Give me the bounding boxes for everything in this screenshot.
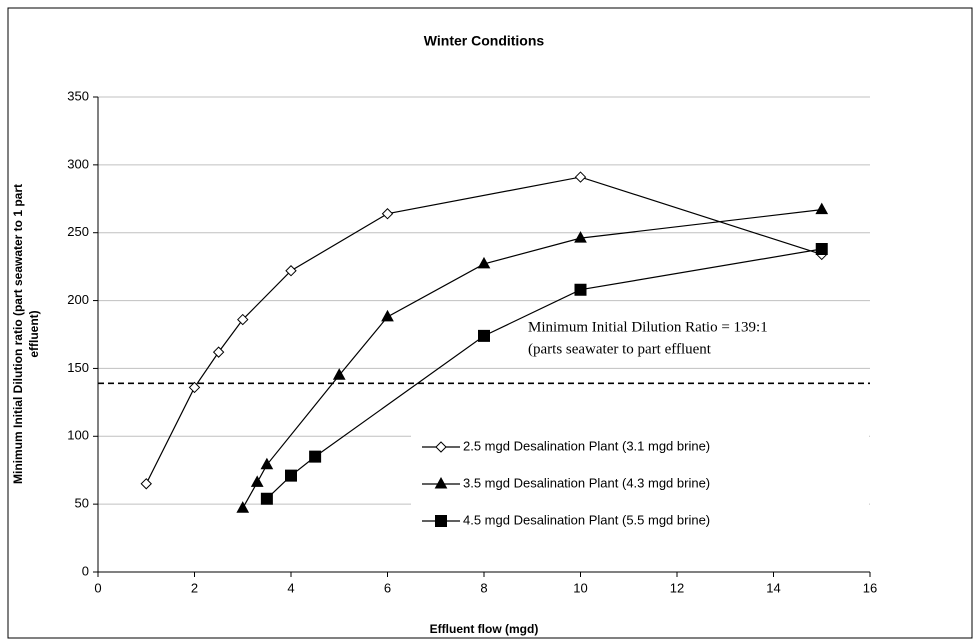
marker — [285, 265, 297, 277]
x-tick-label: 16 — [863, 580, 877, 595]
y-tick-label: 250 — [67, 224, 89, 239]
marker — [434, 476, 448, 489]
marker — [435, 441, 447, 453]
x-tick-label: 8 — [480, 580, 487, 595]
x-tick-label: 12 — [670, 580, 684, 595]
legend-label: 2.5 mgd Desalination Plant (3.1 mgd brin… — [463, 438, 710, 453]
marker — [309, 450, 322, 463]
marker — [236, 501, 250, 513]
chart-border — [7, 7, 973, 639]
marker — [574, 283, 587, 296]
marker — [212, 346, 225, 358]
y-tick-label: 150 — [67, 360, 89, 375]
y-tick-label: 200 — [67, 292, 89, 307]
chart-title: Winter Conditions — [424, 33, 545, 49]
legend-box — [411, 410, 869, 540]
y-tick-label: 50 — [75, 496, 89, 511]
marker — [815, 202, 829, 215]
marker — [381, 208, 394, 220]
series-line — [145, 176, 822, 485]
marker — [478, 329, 490, 342]
legend-label: 3.5 mgd Desalination Plant (4.3 mgd brin… — [463, 475, 710, 490]
marker — [250, 475, 264, 487]
marker — [285, 469, 297, 482]
marker — [332, 368, 346, 380]
x-tick-label: 0 — [94, 580, 101, 595]
x-axis-label: Effluent flow (mgd) — [430, 622, 539, 636]
x-tick-label: 4 — [287, 580, 294, 595]
marker — [260, 457, 274, 470]
y-tick-label: 100 — [67, 428, 89, 443]
annotation: (parts seawater to part effluent — [528, 341, 712, 357]
marker — [381, 309, 394, 322]
marker — [477, 256, 491, 269]
x-tick-label: 14 — [766, 580, 780, 595]
marker — [237, 313, 249, 326]
y-tick-label: 300 — [67, 156, 89, 171]
marker — [574, 231, 587, 243]
marker — [140, 478, 152, 490]
marker — [815, 243, 828, 255]
x-tick-label: 2 — [191, 580, 198, 595]
legend-label: 4.5 mgd Desalination Plant (5.5 mgd brin… — [463, 512, 710, 527]
marker — [435, 515, 447, 527]
y-tick-label: 350 — [67, 88, 89, 103]
y-tick-label: 0 — [82, 563, 89, 578]
x-tick-label: 10 — [573, 580, 587, 595]
y-axis-label: Minimum Initial Dilution ratio (part sea… — [11, 184, 41, 484]
y-axis-label-line: Minimum Initial Dilution ratio (part sea… — [11, 184, 25, 484]
marker — [574, 171, 587, 183]
x-tick-label: 6 — [384, 580, 391, 595]
marker — [260, 492, 273, 505]
y-axis-label-line: effluent) — [27, 310, 41, 357]
annotation: Minimum Initial Dilution Ratio = 139:1 — [528, 319, 768, 335]
legend: 2.5 mgd Desalination Plant (3.1 mgd brin… — [411, 410, 869, 540]
marker — [188, 381, 201, 394]
